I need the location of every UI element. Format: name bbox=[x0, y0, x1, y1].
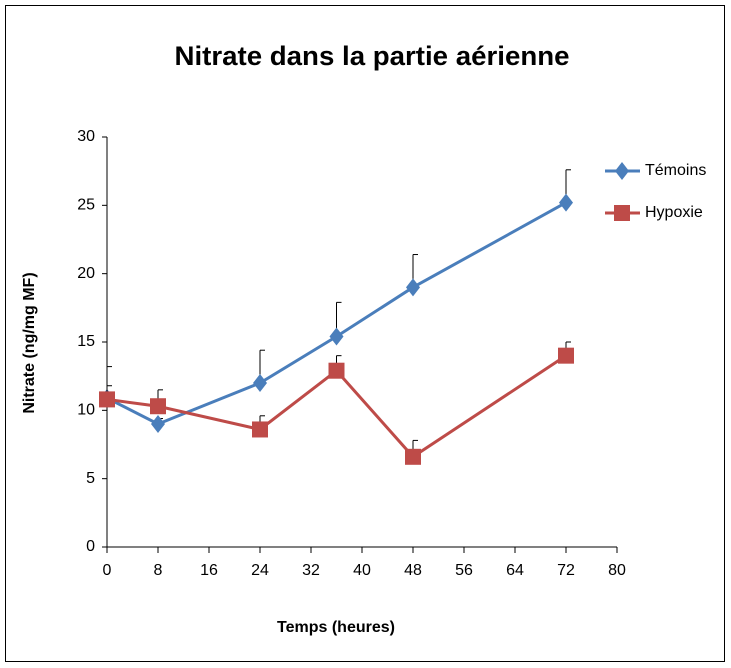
chart-border bbox=[5, 5, 725, 662]
y-tick-label: 15 bbox=[77, 333, 95, 350]
data-point bbox=[328, 362, 345, 379]
data-point bbox=[329, 327, 344, 346]
x-tick-label: 64 bbox=[506, 562, 524, 579]
data-point bbox=[150, 398, 166, 415]
y-tick-label: 30 bbox=[77, 128, 95, 145]
y-tick-label: 5 bbox=[86, 470, 95, 487]
legend-label: Témoins bbox=[645, 162, 706, 179]
series-line bbox=[106, 354, 567, 459]
series-line bbox=[106, 201, 567, 426]
x-axis-label: Temps (heures) bbox=[277, 619, 395, 636]
x-tick-label: 16 bbox=[200, 562, 218, 579]
data-point bbox=[252, 421, 268, 438]
data-point bbox=[558, 347, 574, 364]
data-point bbox=[151, 415, 165, 433]
y-tick-label: 25 bbox=[77, 197, 95, 214]
data-point bbox=[253, 374, 267, 392]
x-tick-label: 56 bbox=[455, 562, 473, 579]
x-tick-label: 32 bbox=[302, 562, 320, 579]
legend-marker bbox=[615, 162, 629, 180]
x-tick-label: 0 bbox=[103, 562, 112, 579]
x-tick-label: 48 bbox=[404, 562, 422, 579]
data-point bbox=[405, 448, 421, 465]
y-tick-label: 20 bbox=[77, 265, 95, 282]
legend-marker bbox=[614, 205, 630, 221]
data-point bbox=[559, 193, 573, 212]
legend-label: Hypoxie bbox=[645, 204, 703, 221]
y-tick-label: 10 bbox=[77, 402, 95, 419]
chart-title: Nitrate dans la partie aérienne bbox=[175, 41, 570, 71]
x-tick-label: 72 bbox=[557, 562, 575, 579]
x-tick-label: 8 bbox=[154, 562, 163, 579]
x-tick-label: 24 bbox=[251, 562, 269, 579]
y-tick-label: 0 bbox=[86, 538, 95, 555]
x-tick-label: 80 bbox=[608, 562, 626, 579]
y-axis-label: Nitrate (ng/mg MF) bbox=[21, 272, 38, 413]
data-point bbox=[406, 278, 420, 297]
data-point bbox=[99, 391, 115, 408]
x-tick-label: 40 bbox=[353, 562, 371, 579]
